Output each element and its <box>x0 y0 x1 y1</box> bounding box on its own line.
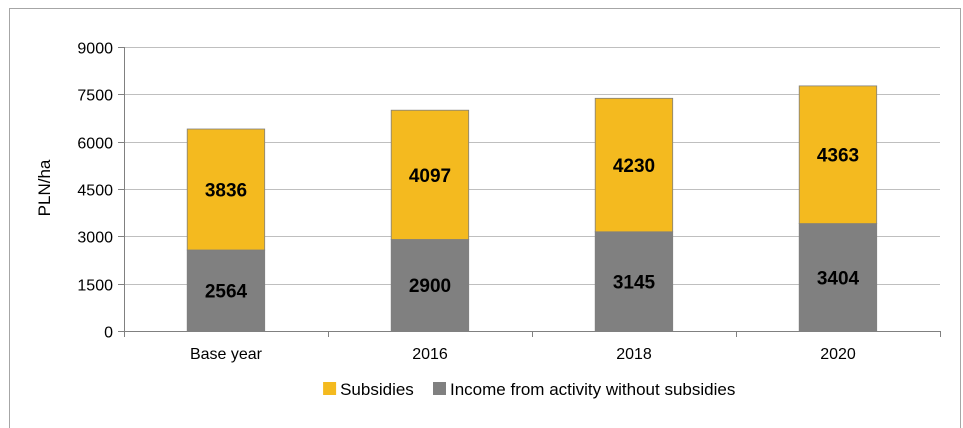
y-tick-label: 1500 <box>77 278 113 295</box>
bars: 2564 3836 2900 4097 3145 4230 3404 4363 <box>186 85 878 332</box>
y-tick-label: 3000 <box>77 230 113 247</box>
y-axis-title: PLN/ha <box>35 159 54 216</box>
legend-label: Income from activity without subsidies <box>450 380 735 399</box>
bar-segment <box>186 128 266 251</box>
legend-swatch <box>433 382 446 395</box>
y-tick-label: 9000 <box>77 41 113 58</box>
bar-segment <box>798 85 878 224</box>
y-tick-label: 6000 <box>77 136 113 153</box>
x-tick-label: Base year <box>190 346 263 363</box>
axes: 0 1500 3000 4500 6000 7500 9000 Base year 2016 20… <box>77 41 941 363</box>
legend-swatch <box>323 382 337 395</box>
bar-segment <box>594 97 674 233</box>
data-label: 3145 <box>613 272 656 293</box>
bar-segment <box>390 109 470 240</box>
bar-segment <box>798 223 878 332</box>
data-label: 4097 <box>409 166 451 187</box>
data-label: 2900 <box>409 276 451 297</box>
x-tick-label: 2020 <box>820 346 856 363</box>
y-tick-label: 7500 <box>77 88 113 105</box>
x-tick-label: 2018 <box>616 346 652 363</box>
legend: Subsidies Income from activity without su… <box>323 380 735 399</box>
data-label: 4230 <box>613 156 655 177</box>
y-tick-label: 4500 <box>77 183 113 200</box>
y-tick-label: 0 <box>104 325 113 342</box>
data-label: 2564 <box>205 282 248 303</box>
x-tick-label: 2016 <box>412 346 448 363</box>
data-label: 3836 <box>205 181 247 202</box>
data-label: 3404 <box>817 268 860 289</box>
legend-label: Subsidies <box>340 380 414 399</box>
data-label: 4363 <box>817 146 859 167</box>
